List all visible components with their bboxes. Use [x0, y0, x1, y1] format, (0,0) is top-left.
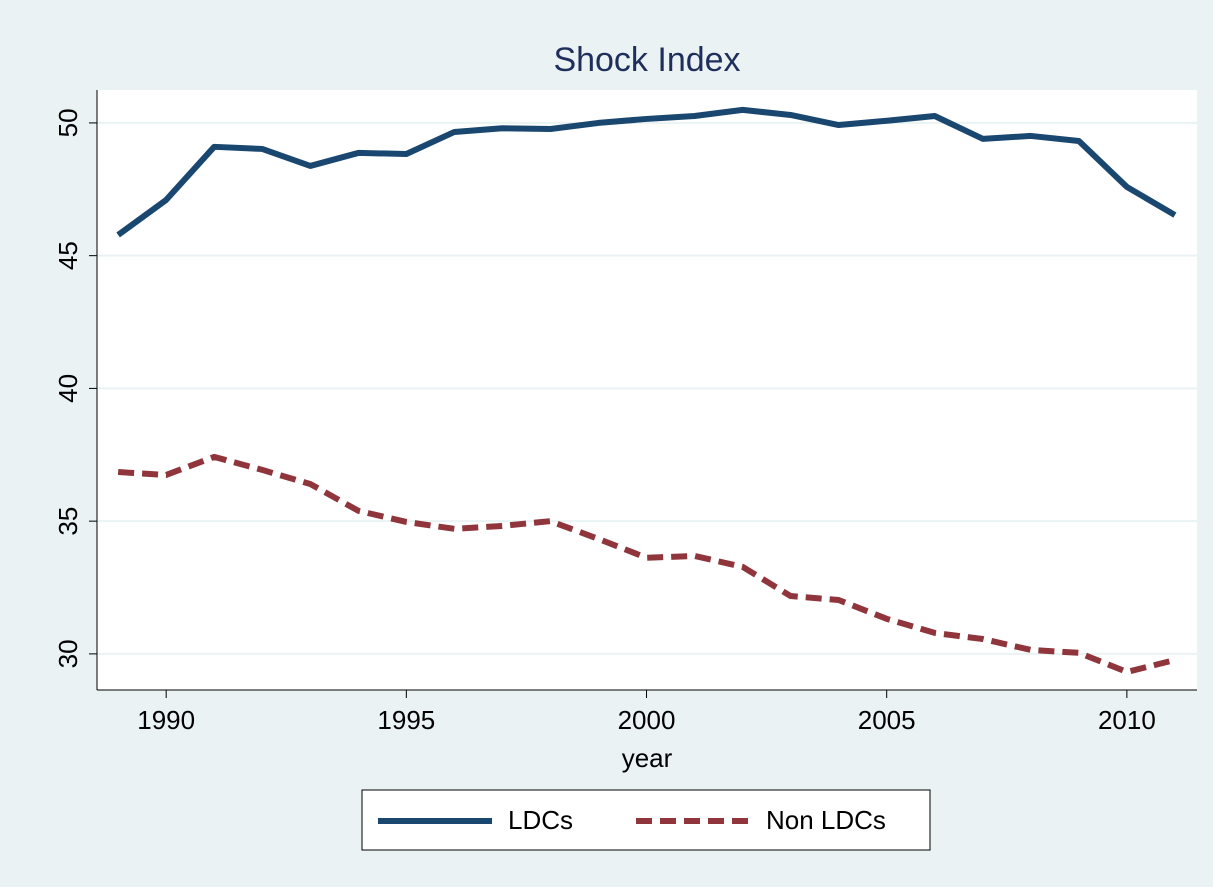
x-tick-label: 2000: [618, 705, 676, 735]
plot-area: [97, 90, 1197, 690]
y-tick-label: 45: [53, 241, 83, 270]
y-tick-label: 40: [53, 374, 83, 403]
x-tick-label: 1990: [137, 705, 195, 735]
x-tick-label: 2005: [858, 705, 916, 735]
y-tick-label: 50: [53, 108, 83, 137]
line-series: [117, 453, 1176, 675]
chart-title: Shock Index: [553, 41, 740, 79]
legend-label: Non LDCs: [766, 805, 886, 835]
x-tick-label: 1995: [377, 705, 435, 735]
legend-label: LDCs: [508, 805, 573, 835]
line-series: [116, 106, 1177, 238]
y-tick-label: 35: [53, 507, 83, 536]
x-tick-label: 2010: [1098, 705, 1156, 735]
y-tick-label: 30: [53, 639, 83, 668]
x-axis-label: year: [622, 743, 673, 773]
